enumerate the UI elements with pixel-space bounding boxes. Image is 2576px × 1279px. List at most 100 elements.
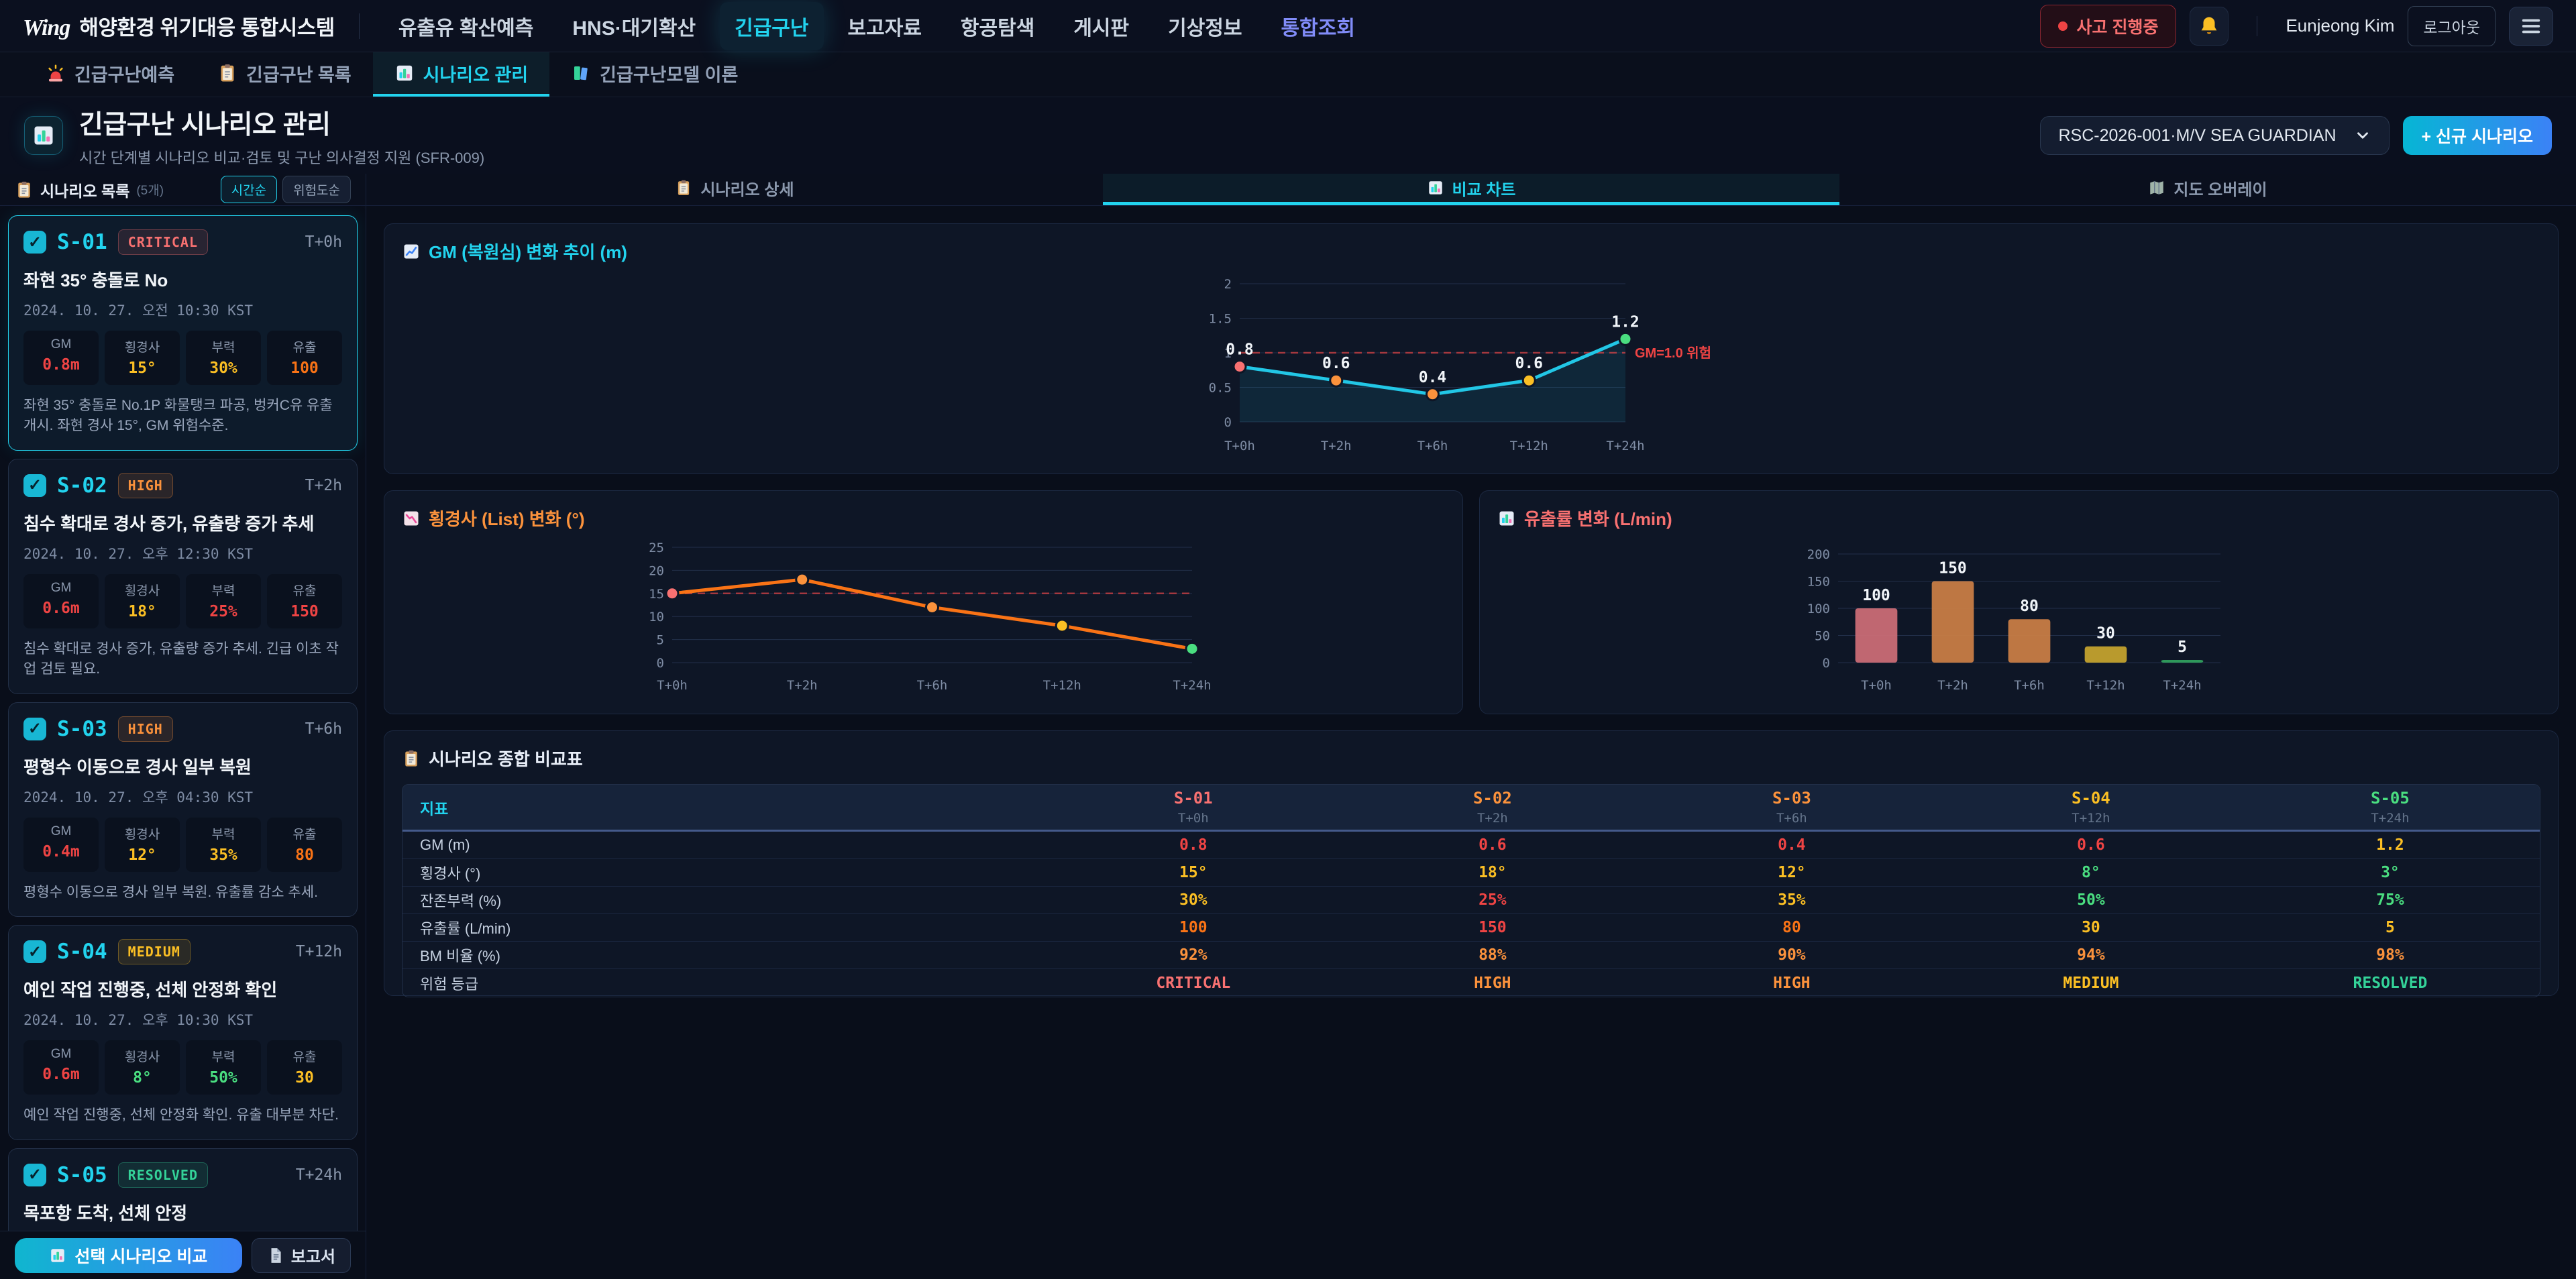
main-tab-비교 차트[interactable]: 비교 차트 [1103,174,1839,205]
sub-tab-긴급구난모델 이론[interactable]: 긴급구난모델 이론 [549,52,759,97]
books-icon [571,63,591,83]
nav-item-보고자료[interactable]: 보고자료 [847,17,922,40]
sort-button-시간순[interactable]: 시간순 [220,176,278,203]
logout-button[interactable]: 로그아웃 [2408,5,2496,46]
nav-item-HNS·대기확산[interactable]: HNS·대기확산 [572,17,696,40]
menu-button[interactable] [2509,6,2553,46]
spill-rate-chart: 0 50 100 150 200 100 T+0h 150 T+2h 80 T+6h 30 T+12h 5… [1497,531,2540,699]
line-chart-down-icon [402,509,421,528]
scenario-id: S-02 [57,473,107,498]
scenario-checkbox[interactable]: ✓ [23,474,46,497]
table-cell: 3° [2381,864,2400,881]
status-dot-icon [2057,21,2068,31]
metric-label: 부력 [211,341,235,355]
table-row-label: BM 비율 (%) [420,948,500,964]
sub-tab-긴급구난예측[interactable]: 긴급구난예측 [24,52,196,97]
metric-value: 12° [128,846,156,864]
metric-chip: 유출 100 [267,331,342,385]
table-row-label: GM (m) [420,836,470,853]
report-button[interactable]: 보고서 [251,1237,351,1273]
scenario-metrics: GM 0.6m 횡경사 8° 부력 50% 유출 30 [23,1040,342,1095]
scenario-card-S-03[interactable]: ✓ S-03 HIGH T+6h 평형수 이동으로 경사 일부 복원 2024. 10. … [8,702,358,917]
scenario-card-S-02[interactable]: ✓ S-02 HIGH T+2h 침수 확대로 경사 증가, 유출량 증가 추세 2024… [8,458,358,694]
metric-value: 18° [128,602,156,620]
status-badge-label: 사고 진행중 [2076,17,2159,37]
scenario-checkbox[interactable]: ✓ [23,231,46,254]
scenario-card-S-01[interactable]: ✓ S-01 CRITICAL T+0h 좌현 35° 충돌로 No 2024. 10. … [8,215,358,451]
metric-label: 횡경사 [124,341,160,355]
gm-trend-chart-card: GM (복원심) 변화 추이 (m) 0 0.5 1 1.5 2 T+0h T+2h T+6h… [384,223,2559,474]
severity-badge: HIGH [117,472,173,498]
scenario-card-S-04[interactable]: ✓ S-04 MEDIUM T+12h 예인 작업 진행중, 선체 안정화 확인 2024… [8,925,358,1140]
case-selector[interactable]: RSC-2026-001·M/V SEA GUARDIAN [2040,116,2390,155]
sort-button-위험도순[interactable]: 위험도순 [282,176,351,203]
clipboard-icon [15,180,34,199]
nav-item-항공탐색[interactable]: 항공탐색 [960,17,1035,40]
table-header-S-05: S-05 T+24h [2371,789,2410,826]
scenario-id: S-05 [57,1162,107,1187]
table-row: 횡경사 (°) 15° 18° 12° 8° 3° [402,859,2540,887]
table-row: 위험 등급 CRITICAL HIGH HIGH MEDIUM RESOLVED [402,969,2540,997]
nav-item-게시판[interactable]: 게시판 [1073,17,1130,40]
svg-text:150: 150 [1807,574,1829,589]
metric-chip: 횡경사 12° [105,817,180,872]
new-scenario-button[interactable]: + 신규 시나리오 [2402,116,2552,155]
case-selector-value: RSC-2026-001·M/V SEA GUARDIAN [2058,125,2337,145]
list-angle-chart: 0 5 10 15 20 25 T+0h T+2h T+6h T+12h T+24h [402,531,1445,699]
table-cell: 8° [2082,864,2100,881]
scenario-datetime: 2024. 10. 27. 오후 12:30 KST [23,545,254,562]
svg-text:0.6: 0.6 [1322,355,1350,372]
scenario-checkbox[interactable]: ✓ [23,717,46,740]
metric-label: 횡경사 [124,827,160,842]
nav-item-기상정보[interactable]: 기상정보 [1168,17,1242,40]
metric-chip: 부력 30% [186,331,261,385]
svg-text:100: 100 [1862,587,1890,604]
table-cell: 25% [1479,891,1507,909]
table-row-label: 유출률 (L/min) [420,920,511,937]
nav-item-통합조회[interactable]: 통합조회 [1281,17,1355,40]
svg-text:20: 20 [649,563,664,578]
svg-text:0: 0 [1224,415,1232,430]
sub-tab-bar: 긴급구난예측 긴급구난 목록 시나리오 관리 긴급구난모델 이론 [0,52,2576,97]
compare-button-label: 선택 시나리오 비교 [74,1247,208,1266]
metric-chip: GM 0.6m [23,1040,99,1095]
metric-value: 30% [209,359,237,377]
table-cell: 98% [2376,946,2404,964]
table-cell: 15° [1179,864,1208,881]
compare-scenarios-button[interactable]: 선택 시나리오 비교 [15,1237,242,1273]
table-cell: 0.8 [1179,836,1208,854]
table-row-label: 횡경사 (°) [420,865,481,882]
scenario-time-offset: T+0h [305,233,342,251]
scenario-checkbox[interactable]: ✓ [23,1163,46,1186]
svg-text:1.2: 1.2 [1611,313,1640,331]
document-icon [267,1247,284,1264]
section-header-band: 시나리오 목록 (5개) 시간순 위험도순 시나리오 상세 비교 차트 지도 오버레이 [0,174,2576,206]
sub-tab-시나리오 관리[interactable]: 시나리오 관리 [372,52,550,97]
sub-tab-긴급구난 목록[interactable]: 긴급구난 목록 [196,52,373,97]
scenario-checkbox[interactable]: ✓ [23,940,46,964]
main-tab-시나리오 상세[interactable]: 시나리오 상세 [366,174,1103,205]
table-cell: 12° [1778,864,1806,881]
table-row-label: 잔존부력 (%) [420,893,502,909]
scenario-list-count: (5개) [136,184,164,198]
svg-text:10: 10 [649,610,664,624]
app-logo[interactable]: Wing 해양환경 위기대응 통합시스템 [23,11,335,41]
clipboard-icon [675,179,692,197]
page-title: 긴급구난 시나리오 관리 [79,110,331,140]
notifications-button[interactable] [2190,6,2229,46]
metric-chip: GM 0.8m [23,331,99,385]
nav-item-유출유 확산예측[interactable]: 유출유 확산예측 [398,17,534,40]
table-cell: MEDIUM [2063,974,2119,992]
bar-chart-icon [49,1247,66,1264]
nav-item-긴급구난[interactable]: 긴급구난 [720,1,824,50]
line-chart-up-icon [402,242,421,261]
logo-title: 해양환경 위기대응 통합시스템 [79,16,335,40]
scenario-datetime: 2024. 10. 27. 오전 10:30 KST [23,302,254,319]
main-tab-지도 오버레이[interactable]: 지도 오버레이 [1839,174,2576,205]
scenario-description: 예인 작업 진행중, 선체 안정화 확인. 유출 대부분 차단. [23,1107,339,1123]
table-cell: 100 [1179,919,1208,936]
metric-label: GM [50,824,72,838]
metric-label: 횡경사 [124,1050,160,1065]
table-cell: HIGH [1474,974,1511,992]
